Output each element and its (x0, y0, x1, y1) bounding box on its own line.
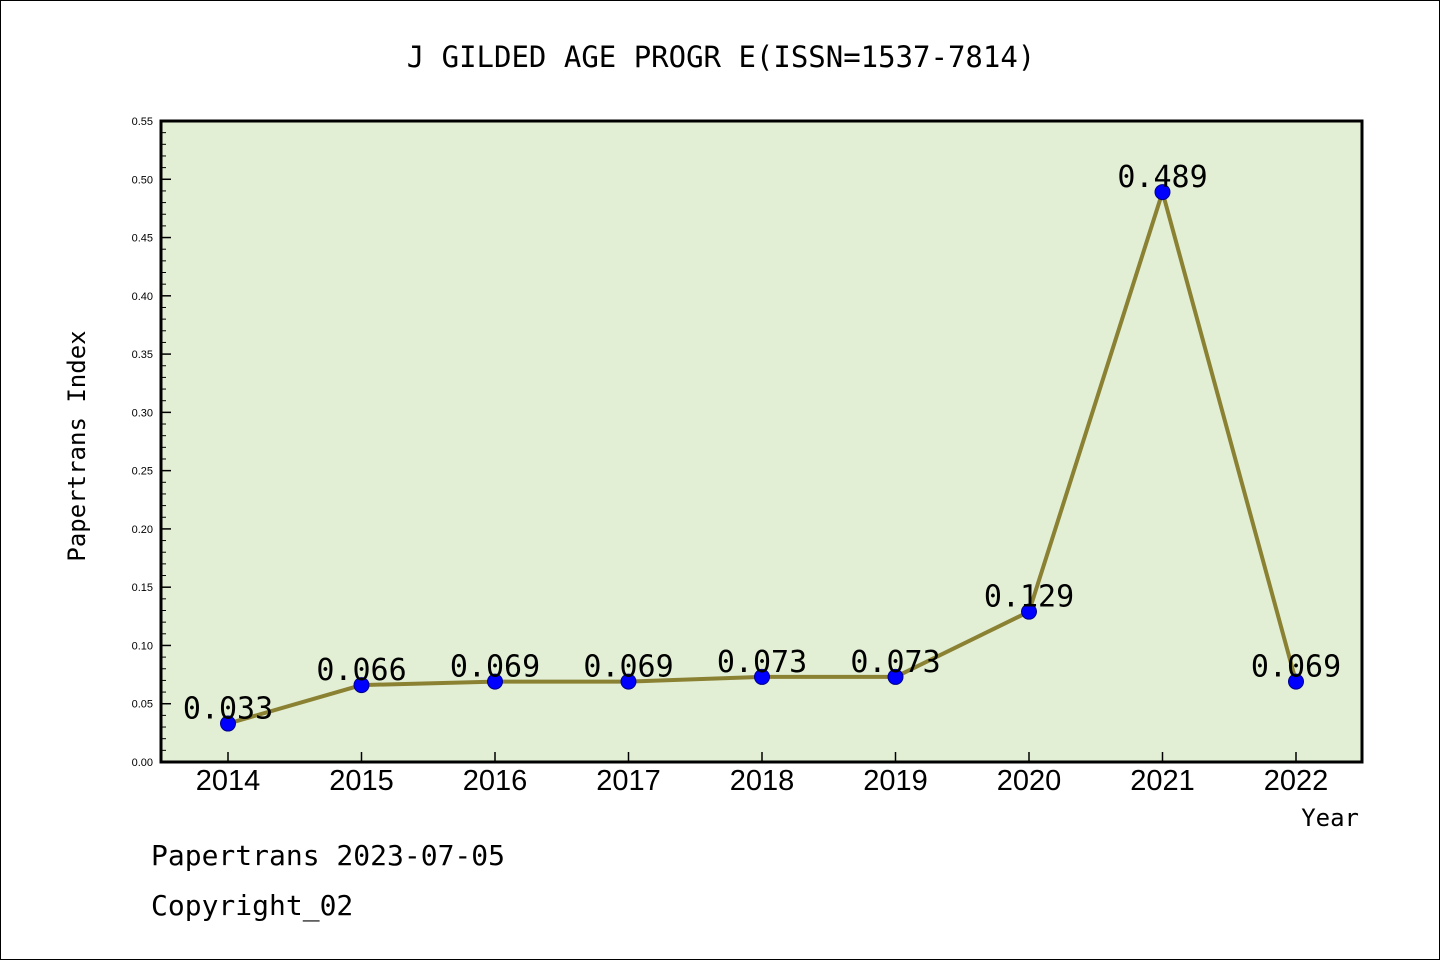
y-tick-label: 0.35 (132, 349, 153, 361)
data-label: 0.489 (1117, 160, 1207, 195)
y-tick-label: 0.25 (132, 466, 153, 478)
data-label: 0.066 (316, 653, 406, 688)
x-tick-label: 2014 (196, 765, 261, 797)
y-tick-label: 0.20 (132, 524, 153, 536)
x-tick-label: 2019 (863, 765, 928, 797)
chart-title: J GILDED AGE PROGR E(ISSN=1537-7814) (407, 40, 1036, 74)
x-tick-label: 2016 (463, 765, 528, 797)
y-tick-label: 0.15 (132, 582, 153, 594)
x-tick-label: 2021 (1130, 765, 1195, 797)
x-axis: 2014 2015 2016 2017 2018 2019 2020 2021 2022 (196, 752, 1329, 797)
x-tick-label: 2022 (1264, 765, 1329, 797)
series-layer: 0.033 0.066 0.069 0.069 0.073 0.073 0.129 0.489… (183, 160, 1341, 732)
y-tick-label: 0.10 (132, 640, 153, 652)
data-label: 0.069 (1251, 650, 1341, 685)
data-label: 0.069 (450, 650, 540, 685)
data-point (887, 668, 904, 685)
data-point (1021, 603, 1037, 620)
data-label: 0.069 (583, 650, 673, 685)
x-tick-label: 2018 (730, 765, 795, 797)
footer-copyright: Copyright_02 (151, 889, 353, 923)
data-label: 0.073 (850, 645, 940, 680)
data-point (754, 668, 770, 685)
x-axis-label: Year (1301, 804, 1359, 832)
data-point (353, 677, 370, 694)
y-axis-label: Papertrans Index (63, 330, 91, 561)
plot-area (159, 119, 1364, 764)
y-tick-label: 0.05 (132, 699, 153, 711)
y-tick-label: 0.45 (132, 233, 153, 245)
data-label: 0.033 (183, 692, 273, 727)
y-tick-label: 0.30 (132, 407, 153, 419)
x-tick-label: 2017 (596, 765, 661, 797)
y-tick-label: 0.50 (132, 174, 153, 186)
x-tick-label: 2015 (329, 765, 394, 797)
y-axis: 0.00 0.05 0.10 0.15 0.20 0.25 0.30 0.35 0.40 0.45… (132, 116, 171, 769)
data-point (220, 715, 236, 732)
data-point (487, 673, 503, 690)
y-tick-label: 0.55 (132, 116, 153, 128)
data-label: 0.073 (717, 645, 807, 680)
data-point (1154, 184, 1171, 201)
data-point (620, 673, 637, 690)
footer-date: Papertrans 2023-07-05 (151, 839, 505, 872)
y-tick-label: 0.00 (132, 757, 153, 769)
data-label: 0.129 (984, 580, 1074, 615)
x-tick-label: 2020 (997, 765, 1062, 797)
y-tick-label: 0.40 (132, 291, 153, 303)
data-point (1288, 673, 1304, 690)
